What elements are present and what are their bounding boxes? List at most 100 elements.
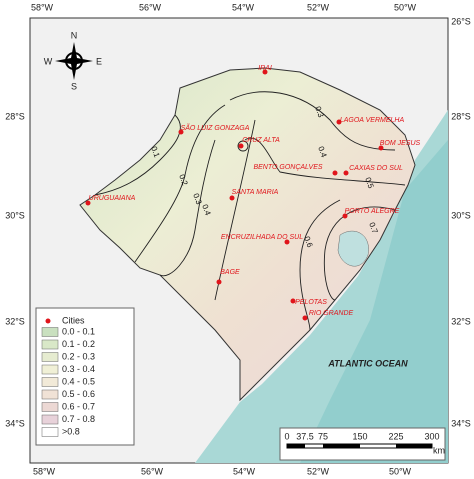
scale-label: 75 — [318, 431, 328, 441]
legend-label: 0.6 - 0.7 — [62, 401, 95, 411]
city-marker — [290, 298, 296, 304]
legend-marker — [45, 318, 51, 324]
city-label: ENCRUZILHADA DO SUL — [221, 234, 303, 241]
contour-line — [323, 206, 396, 301]
contour-label: 0.4 — [316, 145, 328, 159]
axis-label: 50°W — [389, 466, 412, 476]
city-label: PORTO ALEGRE — [345, 208, 400, 215]
scale-label: 37.5 — [296, 431, 314, 441]
axis-label: 54°W — [233, 466, 256, 476]
scale-label: 300 — [424, 431, 439, 441]
city-label: PELOTAS — [295, 299, 327, 306]
compass — [55, 42, 93, 80]
city-label: SANTA MARIA — [232, 189, 279, 196]
city-label: RIO GRANDE — [309, 310, 354, 317]
legend-swatch — [41, 414, 59, 425]
scale-label: 0 — [284, 431, 289, 441]
city-marker — [238, 143, 244, 149]
axis-label: 32°S — [5, 316, 25, 326]
axis-label: 56°W — [139, 2, 162, 12]
axis-label: 56°W — [141, 466, 164, 476]
legend-label: 0.3 - 0.4 — [62, 364, 95, 374]
city-label: LAGOA VERMELHA — [340, 117, 405, 124]
contour-label: 0.6 — [302, 235, 314, 249]
axis-label: 30°S — [5, 210, 25, 220]
city-marker — [85, 200, 91, 206]
legend-title: Cities — [62, 315, 85, 325]
axis-label: 58°W — [33, 466, 56, 476]
city-marker — [343, 170, 349, 176]
axis-label: 28°S — [5, 111, 25, 121]
city-marker — [378, 145, 384, 151]
legend-label: 0.7 - 0.8 — [62, 414, 95, 424]
scale-bar-segment — [287, 444, 305, 448]
contour-label: 0.5 — [363, 176, 375, 190]
contour-line — [134, 104, 226, 263]
legend-label: 0.1 - 0.2 — [62, 339, 95, 349]
axis-label: 30°S — [451, 210, 471, 220]
city-marker — [342, 213, 348, 219]
city-marker — [262, 69, 268, 75]
contour-label: 0.3 — [313, 105, 325, 119]
compass-label: N — [71, 30, 78, 40]
legend-label: 0.5 - 0.6 — [62, 389, 95, 399]
contour-label: 0.4 — [200, 203, 212, 217]
axis-label: 32°S — [451, 316, 471, 326]
axis-label: 34°S — [5, 418, 25, 428]
legend-swatch — [41, 364, 59, 375]
axis-label: 26°S — [451, 16, 471, 26]
legend-label: 0.0 - 0.1 — [62, 326, 95, 336]
legend-swatch — [41, 352, 59, 362]
legend-swatch — [41, 377, 59, 387]
city-marker — [332, 170, 338, 176]
city-label: IRAI — [258, 65, 272, 72]
city-marker — [284, 239, 290, 245]
contour-line — [229, 91, 396, 151]
city-marker — [178, 129, 184, 135]
city-marker — [229, 195, 235, 201]
axis-label: 52°W — [307, 466, 330, 476]
city-label: URUGUAIANA — [89, 195, 136, 202]
legend-swatch — [41, 389, 59, 400]
contour-label: 0.7 — [367, 221, 379, 235]
compass-label: S — [71, 81, 77, 91]
contour-line — [159, 139, 216, 277]
city-marker — [302, 315, 308, 321]
legend-label: 0.4 - 0.5 — [62, 376, 95, 386]
compass-arrows — [55, 42, 93, 80]
city-label: SÃO LUIZ GONZAGA — [181, 123, 250, 132]
city-label: CAXIAS DO SUL — [349, 165, 403, 172]
scale-label: 150 — [352, 431, 367, 441]
compass-label: E — [96, 56, 102, 66]
contour-line — [214, 119, 256, 301]
city-label: BENTO GONÇALVES — [253, 164, 322, 171]
contour-line — [299, 199, 341, 331]
legend-swatch — [41, 402, 59, 412]
axis-label: 54°W — [232, 2, 255, 12]
city-label: BAGE — [220, 269, 240, 276]
legend-swatch — [41, 339, 59, 350]
ocean-label: ATLANTIC OCEAN — [327, 358, 408, 368]
scale-bar-segment — [396, 444, 432, 448]
axis-label: 52°W — [307, 2, 330, 12]
legend-label: 0.2 - 0.3 — [62, 351, 95, 361]
city-label: CRUZ ALTA — [242, 137, 280, 144]
axis-label: 50°W — [394, 2, 417, 12]
city-marker — [216, 279, 222, 285]
compass-label: W — [44, 56, 53, 66]
contour-line — [237, 140, 249, 152]
city-label: BOM JESUS — [380, 140, 421, 147]
scale-label: 225 — [388, 431, 403, 441]
legend-swatch — [41, 427, 59, 437]
ocean-deep — [300, 140, 448, 463]
legend-label: >0.8 — [62, 426, 80, 436]
contour-line — [244, 137, 406, 186]
axis-label: 34°S — [451, 418, 471, 428]
lagoon — [337, 230, 369, 267]
contour-label: 0.2 — [177, 173, 189, 187]
contour-label: 0.3 — [191, 192, 203, 206]
scale-unit: km — [433, 445, 445, 455]
city-marker — [336, 119, 342, 125]
scale-bar-segment — [323, 444, 360, 448]
